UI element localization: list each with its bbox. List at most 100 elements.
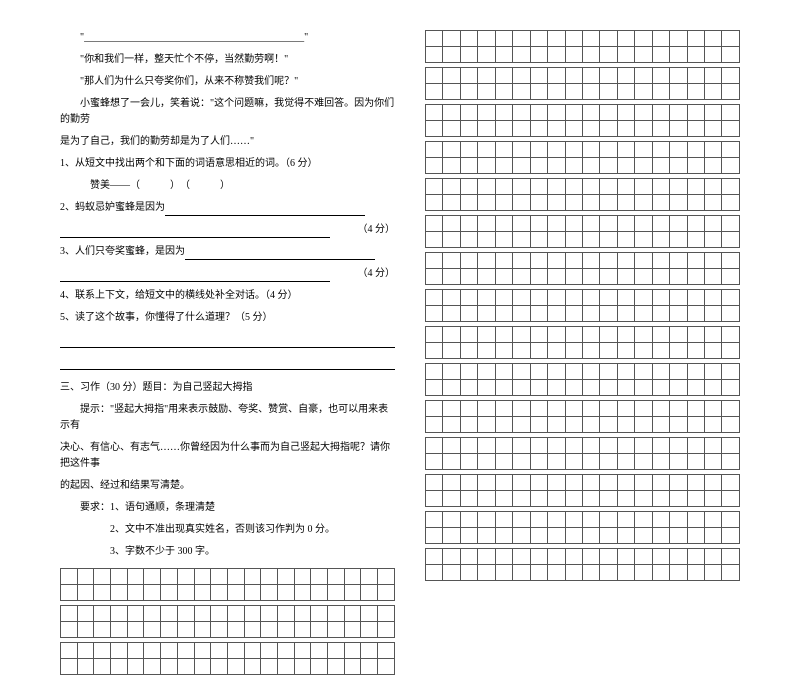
grid-cell [344, 585, 361, 601]
grid-cell [705, 84, 722, 100]
grid-cell [478, 417, 495, 433]
grid-cell [443, 306, 460, 322]
grid-cell [705, 364, 722, 380]
grid-cell [443, 84, 460, 100]
grid-row [426, 216, 740, 232]
grid-cell [361, 606, 378, 622]
question-2: 2、蚂蚁忌妒蜜蜂是因为 [60, 200, 395, 216]
grid-cell [478, 401, 495, 417]
grid-cell [722, 290, 740, 306]
grid-cell [426, 232, 443, 248]
grid-cell [177, 643, 194, 659]
grid-cell [600, 216, 617, 232]
grid-cell [460, 438, 477, 454]
grid-cell [478, 84, 495, 100]
writing-grid-left [60, 568, 395, 675]
grid-cell [617, 232, 634, 248]
grid-cell [94, 622, 111, 638]
grid-cell [548, 380, 565, 396]
grid-cell [617, 158, 634, 174]
grid-cell [513, 142, 530, 158]
grid-cell [460, 84, 477, 100]
grid-cell [652, 179, 669, 195]
grid-row [426, 232, 740, 248]
grid-cell [548, 491, 565, 507]
grid-cell [705, 179, 722, 195]
req-3: 3、字数不少于 300 字。 [60, 544, 395, 560]
grid-cell [177, 585, 194, 601]
grid-cell [635, 121, 652, 137]
grid-cell [687, 306, 704, 322]
grid-cell [94, 569, 111, 585]
grid-cell [478, 269, 495, 285]
grid-cell [294, 569, 311, 585]
grid-cell [722, 158, 740, 174]
grid-cell [127, 569, 144, 585]
grid-cell [513, 380, 530, 396]
grid-cell [261, 622, 278, 638]
grid-cell [261, 569, 278, 585]
grid-cell [548, 142, 565, 158]
grid-cell [600, 269, 617, 285]
grid-cell [378, 585, 395, 601]
grid-cell [565, 253, 582, 269]
grid-cell [211, 622, 228, 638]
grid-cell [670, 195, 687, 211]
grid-cell [635, 290, 652, 306]
question-3: 3、人们只夸奖蜜蜂，是因为 [60, 244, 395, 260]
grid-cell [211, 659, 228, 675]
grid-cell [513, 105, 530, 121]
grid-cell [426, 142, 443, 158]
grid-cell [670, 142, 687, 158]
grid-cell [722, 47, 740, 63]
grid-cell [443, 343, 460, 359]
grid-cell [617, 364, 634, 380]
grid-row [426, 142, 740, 158]
grid-cell [652, 105, 669, 121]
grid-cell [495, 47, 512, 63]
grid-cell [705, 528, 722, 544]
grid-cell [478, 491, 495, 507]
grid-cell [582, 253, 599, 269]
grid-cell [722, 327, 740, 343]
grid-cell [652, 232, 669, 248]
grid-cell [670, 216, 687, 232]
grid-cell [495, 216, 512, 232]
grid-cell [426, 417, 443, 433]
grid-cell [460, 68, 477, 84]
grid-cell [426, 105, 443, 121]
grid-cell [600, 158, 617, 174]
grid-cell [600, 528, 617, 544]
grid-cell [722, 549, 740, 565]
grid-cell [513, 232, 530, 248]
grid-cell [722, 142, 740, 158]
grid-cell [705, 417, 722, 433]
grid-cell [670, 512, 687, 528]
q3-blank2 [60, 270, 330, 282]
grid-cell [460, 31, 477, 47]
grid-cell [161, 606, 178, 622]
dialog-line-1: "_______________________________________… [60, 30, 395, 46]
grid-cell [328, 585, 345, 601]
grid-cell [530, 216, 547, 232]
grid-cell [426, 528, 443, 544]
grid-cell [582, 306, 599, 322]
grid-cell [513, 512, 530, 528]
grid-cell [600, 232, 617, 248]
grid-cell [617, 491, 634, 507]
grid-cell [194, 569, 211, 585]
grid-cell [443, 232, 460, 248]
grid-cell [582, 47, 599, 63]
grid-cell [722, 364, 740, 380]
grid-cell [426, 84, 443, 100]
grid-cell [652, 491, 669, 507]
grid-cell [111, 622, 128, 638]
grid-cell [495, 121, 512, 137]
grid-cell [495, 380, 512, 396]
grid-cell [460, 475, 477, 491]
grid-cell [530, 438, 547, 454]
grid-cell [378, 659, 395, 675]
grid-cell [111, 643, 128, 659]
grid-cell [378, 606, 395, 622]
grid-cell [426, 179, 443, 195]
